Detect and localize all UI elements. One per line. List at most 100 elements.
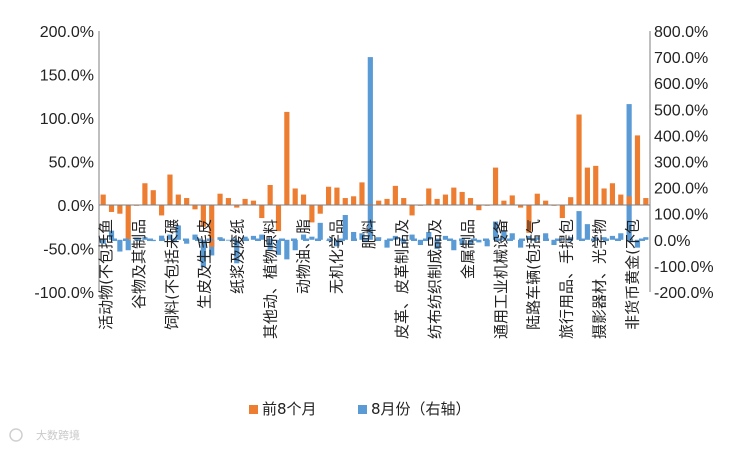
bar-august-right-axis [167,234,173,240]
right-tick-label: 600.0% [654,76,708,93]
bar-first-eight-months [200,205,206,227]
bar-august-right-axis [476,239,482,243]
bar-august-right-axis [417,239,424,246]
bar-first-eight-months [568,197,574,205]
bar-august-right-axis [643,237,649,240]
bar-first-eight-months [334,187,340,205]
bar-august-right-axis [234,239,240,264]
left-tick-label: 50.0% [49,155,94,172]
bar-august-right-axis [284,239,290,260]
bar-august-right-axis [108,230,115,240]
bar-first-eight-months [359,182,365,205]
bar-august-right-axis [559,238,565,240]
legend: 前8个月 8月份（右轴） [249,400,471,418]
bar-first-eight-months [492,167,499,205]
watermark-logo-icon [9,428,23,442]
left-tick-label: -100.0% [34,285,94,302]
bar-first-eight-months [618,194,624,205]
bar-first-eight-months [150,190,156,205]
x-tick-label: 活动物(不包括鱼 [97,219,115,330]
bar-august-right-axis [384,239,390,248]
bar-august-right-axis [300,234,307,240]
left-tick-label: 100.0% [40,111,94,128]
bar-august-right-axis [217,237,223,240]
legend-label-first-eight-months: 前8个月 [262,400,317,418]
bar-august-right-axis [275,239,282,255]
bar-august-right-axis [509,233,515,240]
bar-august-right-axis [209,239,215,256]
x-tick-label: 纸浆及废纸 [229,219,247,294]
bar-first-eight-months [476,205,482,211]
bar-first-eight-months [467,198,474,205]
bar-august-right-axis [409,234,415,240]
bar-first-eight-months [167,174,173,205]
bar-august-right-axis [225,239,231,241]
bar-august-right-axis [576,211,582,240]
bar-first-eight-months [534,193,540,205]
bar-august-right-axis [626,104,632,240]
bar-first-eight-months [159,205,165,216]
legend-swatch-blue [358,405,367,414]
bar-august-right-axis [543,233,549,240]
bar-first-eight-months [643,198,649,205]
bar-first-eight-months [451,187,457,205]
bar-august-right-axis [142,237,148,240]
bar-first-eight-months [242,198,248,205]
right-tick-label: 300.0% [654,155,708,172]
bar-first-eight-months [526,205,532,233]
bar-first-eight-months [209,205,215,247]
bar-first-eight-months [409,205,415,216]
x-tick-label: 非货币黄金(不包 [623,219,641,330]
bar-august-right-axis [484,239,490,247]
x-tick-label: 陆路车辆(包括气 [525,219,543,330]
bar-august-right-axis [601,237,607,240]
bar-first-eight-months [225,198,231,205]
bar-first-eight-months [317,205,323,214]
bar-august-right-axis [242,236,248,240]
bar-first-eight-months [509,195,515,205]
bar-first-eight-months [184,198,190,205]
x-tick-label: 谷物及其制品 [130,219,148,309]
bar-first-eight-months [300,194,307,205]
bar-first-eight-months [351,196,357,205]
x-tick-label: 旅行用品、手提包 [558,219,576,339]
bar-august-right-axis [568,237,574,240]
bar-first-eight-months [442,194,449,205]
bar-august-right-axis [426,231,432,240]
x-tick-label: 皮革、皮革制品及 [393,219,411,339]
bar-august-right-axis [359,233,365,240]
x-tick-label: 肥料 [360,219,378,249]
bar-august-right-axis [459,239,465,246]
bar-first-eight-months [267,184,273,205]
x-tick-label: 通用工业机械设备 [492,219,510,339]
bar-august-right-axis [401,239,407,244]
bar-august-right-axis [334,239,340,247]
x-tick-label: 其他动、植物原料 [262,219,280,339]
right-tick-label: 700.0% [654,50,708,67]
bar-august-right-axis [259,234,265,240]
bar-first-eight-months [250,200,257,205]
bar-august-right-axis [442,235,449,240]
bar-first-eight-months [142,183,148,205]
bar-first-eight-months [292,188,298,205]
bar-august-right-axis [367,57,373,240]
bar-august-right-axis [184,239,190,244]
bar-first-eight-months [401,198,407,205]
bar-august-right-axis [317,222,323,240]
bar-august-right-axis [526,235,532,240]
x-tick-label: 生皮及生毛皮 [196,219,214,309]
left-tick-label: 200.0% [40,24,94,41]
bar-august-right-axis [618,233,624,240]
left-tick-label: 150.0% [40,68,94,85]
x-axis-category-labels: 活动物(不包括鱼 谷物及其制品 饲料(不包括未碾 生皮及生毛皮 纸浆及废纸 其他动、植物原… [97,219,641,339]
left-tick-label: -50.0% [43,242,94,259]
x-tick-label: 饲料(不包括未碾 [163,219,181,330]
bar-august-right-axis [351,231,357,240]
bar-august-right-axis [117,239,123,252]
bar-first-eight-months [593,165,599,205]
bar-august-right-axis [518,239,524,248]
right-tick-label: 500.0% [654,102,708,119]
bar-first-eight-months [259,205,265,219]
bar-first-eight-months [609,183,616,205]
bar-first-eight-months [275,205,282,232]
